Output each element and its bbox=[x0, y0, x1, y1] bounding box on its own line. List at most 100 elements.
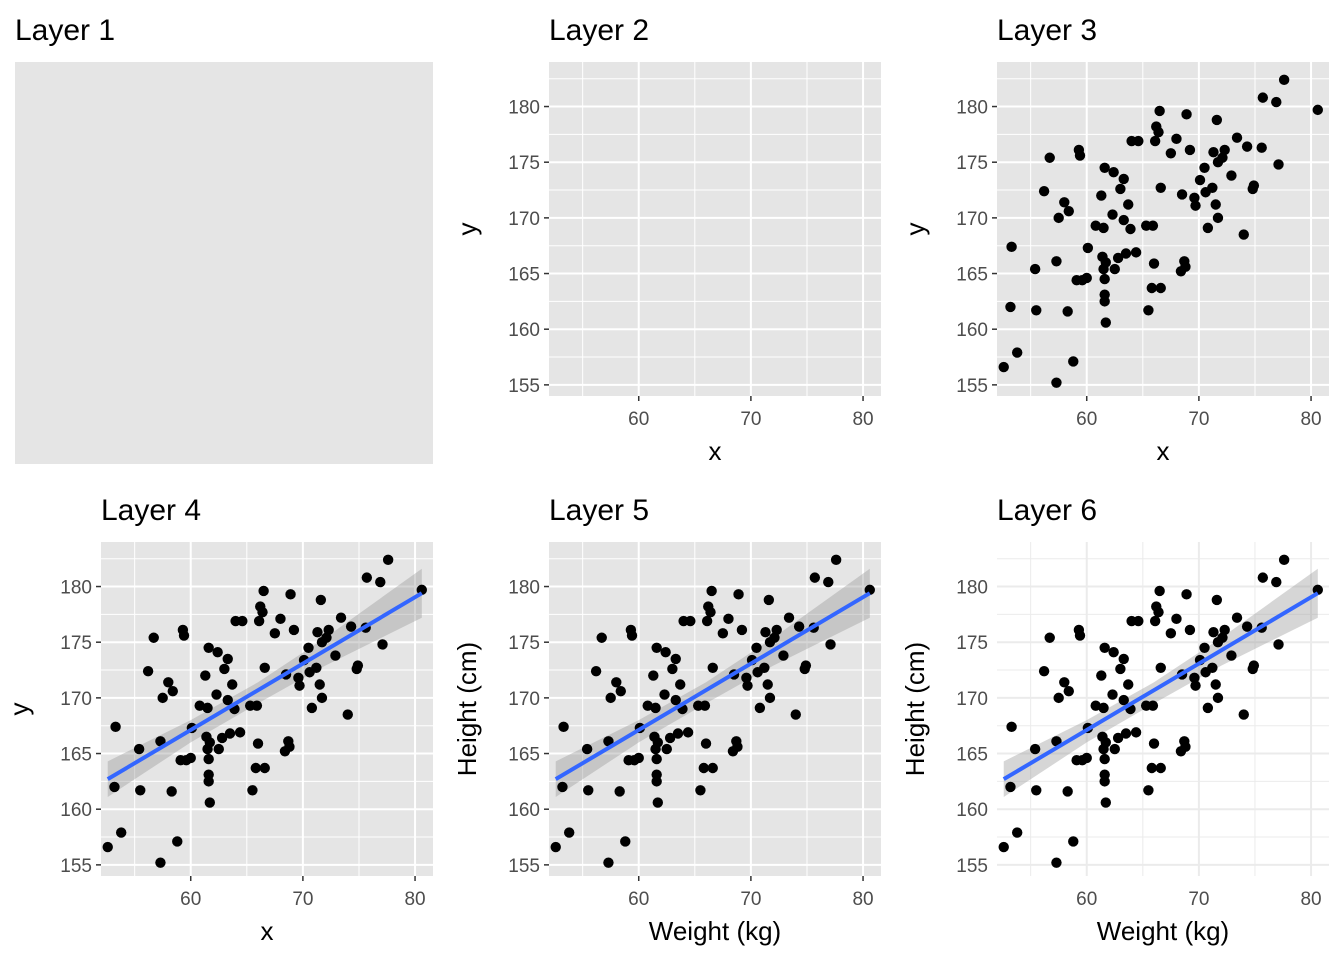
x-tick-label: 80 bbox=[404, 889, 425, 910]
data-point bbox=[1011, 827, 1023, 838]
fit-line bbox=[106, 591, 423, 781]
data-point bbox=[1278, 74, 1290, 86]
data-point bbox=[705, 606, 716, 618]
data-point bbox=[1212, 212, 1224, 224]
data-point bbox=[1005, 781, 1016, 793]
y-tick-label: 160 bbox=[956, 320, 988, 341]
fit-line bbox=[1002, 591, 1319, 781]
data-point bbox=[1165, 628, 1177, 639]
data-point bbox=[1211, 594, 1223, 606]
data-point bbox=[1226, 650, 1237, 661]
x-tick-label: 70 bbox=[1188, 409, 1209, 430]
data-point bbox=[204, 797, 215, 808]
data-point bbox=[185, 752, 196, 764]
data-point bbox=[1238, 709, 1249, 720]
data-point bbox=[1118, 694, 1129, 706]
data-point bbox=[1148, 258, 1160, 269]
data-point bbox=[115, 827, 127, 838]
data-point bbox=[563, 827, 575, 838]
y-axis-title: y bbox=[900, 223, 930, 236]
data-point bbox=[699, 700, 711, 711]
data-point bbox=[1147, 220, 1159, 231]
data-point bbox=[652, 797, 663, 808]
y-tick-label: 165 bbox=[956, 745, 988, 766]
data-point bbox=[1130, 727, 1142, 738]
data-point bbox=[1273, 159, 1284, 170]
data-point bbox=[1062, 786, 1073, 797]
data-point bbox=[219, 663, 230, 675]
data-point bbox=[1059, 677, 1070, 688]
data-point bbox=[651, 642, 662, 653]
data-point bbox=[615, 685, 626, 697]
data-point bbox=[1107, 689, 1118, 700]
x-tick-label: 60 bbox=[628, 409, 649, 430]
data-point bbox=[1207, 662, 1218, 674]
data-point bbox=[778, 650, 789, 661]
data-point bbox=[664, 732, 676, 744]
data-point bbox=[1005, 301, 1016, 313]
data-point bbox=[222, 653, 233, 665]
data-point bbox=[558, 721, 569, 733]
data-point bbox=[133, 743, 145, 755]
data-point bbox=[1226, 170, 1237, 181]
data-point bbox=[1118, 214, 1129, 226]
data-point bbox=[1044, 152, 1055, 163]
data-point bbox=[330, 650, 341, 661]
panel-1: Layer 1 bbox=[15, 14, 433, 464]
data-point bbox=[751, 642, 762, 653]
data-point bbox=[1062, 306, 1073, 317]
data-point bbox=[1130, 247, 1142, 258]
data-point bbox=[250, 762, 261, 774]
data-point bbox=[1153, 126, 1164, 138]
panel-title: Layer 1 bbox=[15, 14, 115, 47]
y-tick-label: 175 bbox=[508, 153, 540, 174]
data-point bbox=[596, 632, 607, 643]
data-point bbox=[203, 642, 214, 653]
y-tick-label: 155 bbox=[956, 856, 988, 877]
data-point bbox=[203, 776, 214, 787]
data-point bbox=[321, 632, 332, 643]
x-tick-label: 60 bbox=[628, 889, 649, 910]
data-point bbox=[1059, 197, 1070, 208]
data-point bbox=[252, 738, 264, 749]
data-point bbox=[764, 692, 776, 704]
data-point bbox=[335, 612, 347, 623]
data-point bbox=[109, 781, 120, 793]
data-point bbox=[1202, 702, 1214, 714]
x-tick-label: 60 bbox=[1076, 889, 1097, 910]
data-point bbox=[1099, 753, 1110, 765]
data-point bbox=[1180, 741, 1191, 753]
data-point bbox=[1125, 223, 1136, 235]
data-point bbox=[754, 702, 766, 714]
data-point bbox=[1108, 167, 1119, 178]
data-point bbox=[1147, 700, 1159, 711]
y-tick-label: 165 bbox=[60, 745, 92, 766]
data-point bbox=[312, 626, 323, 638]
data-point bbox=[661, 743, 672, 755]
panel-title: Layer 6 bbox=[997, 494, 1097, 527]
data-point bbox=[1038, 185, 1050, 197]
data-point bbox=[1231, 612, 1243, 623]
data-point bbox=[157, 692, 168, 704]
data-point bbox=[1063, 205, 1074, 217]
data-point bbox=[293, 672, 304, 684]
data-point bbox=[1099, 642, 1110, 653]
data-point bbox=[1271, 576, 1282, 588]
data-point bbox=[1194, 174, 1206, 186]
data-point bbox=[382, 554, 394, 566]
data-point bbox=[1219, 624, 1230, 636]
data-point bbox=[1312, 104, 1323, 116]
data-point bbox=[830, 554, 842, 566]
x-tick-label: 70 bbox=[740, 409, 761, 430]
x-tick-label: 70 bbox=[292, 889, 313, 910]
data-point bbox=[167, 685, 178, 697]
data-point bbox=[1031, 785, 1042, 796]
data-point bbox=[345, 621, 357, 632]
data-point bbox=[1257, 92, 1269, 103]
data-point bbox=[148, 632, 159, 643]
data-point bbox=[224, 728, 236, 739]
data-point bbox=[1273, 639, 1284, 650]
panel-background bbox=[549, 542, 881, 876]
data-point bbox=[257, 606, 268, 618]
data-point bbox=[1217, 152, 1228, 163]
